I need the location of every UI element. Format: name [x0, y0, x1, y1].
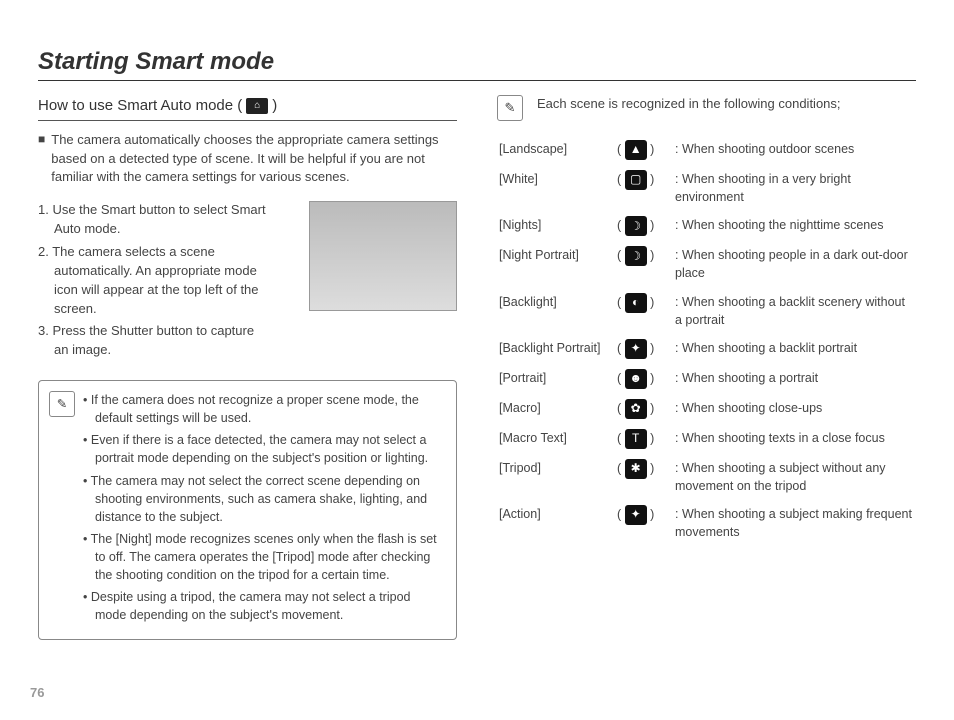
- scene-desc: : When shooting a backlit scenery withou…: [671, 288, 916, 334]
- scene-table: [Landscape] ( ▲ ) : When shooting outdoo…: [497, 135, 916, 546]
- pencil-icon: ✎: [505, 99, 516, 118]
- scene-label: [Portrait]: [497, 364, 615, 394]
- step-item: 1. Use the Smart button to select Smart …: [38, 201, 268, 239]
- backlight-portrait-icon: ✦: [625, 339, 647, 359]
- scene-row: [Portrait] ( ☻ ) : When shooting a portr…: [497, 364, 916, 394]
- page-number: 76: [30, 685, 44, 700]
- scene-row: [Night Portrait] ( ☽ ) : When shooting p…: [497, 241, 916, 287]
- night-icon: ☽: [625, 216, 647, 236]
- scene-icon-cell: ( ✦ ): [615, 500, 671, 546]
- step-item: 2. The camera selects a scene automatica…: [38, 243, 268, 318]
- scene-desc: : When shooting close-ups: [671, 394, 916, 424]
- scene-label: [Backlight Portrait]: [497, 334, 615, 364]
- section-heading-prefix: How to use Smart Auto mode (: [38, 95, 242, 117]
- white-icon: ▢: [625, 170, 647, 190]
- section-heading-suffix: ): [272, 95, 277, 117]
- portrait-icon: ☻: [625, 369, 647, 389]
- scene-row: [White] ( ▢ ) : When shooting in a very …: [497, 165, 916, 211]
- pencil-icon: ✎: [57, 395, 67, 413]
- scene-icon-cell: ( ☽ ): [615, 241, 671, 287]
- scene-icon-cell: ( ☻ ): [615, 364, 671, 394]
- scene-table-body: [Landscape] ( ▲ ) : When shooting outdoo…: [497, 135, 916, 546]
- scene-label: [White]: [497, 165, 615, 211]
- left-column: How to use Smart Auto mode ( ⌂ ) ■ The c…: [38, 95, 457, 640]
- scene-desc: : When shooting outdoor scenes: [671, 135, 916, 165]
- scene-row: [Macro] ( ✿ ) : When shooting close-ups: [497, 394, 916, 424]
- camera-preview-image: [309, 201, 457, 311]
- scene-desc: : When shooting people in a dark out-doo…: [671, 241, 916, 287]
- scene-desc: : When shooting a subject making frequen…: [671, 500, 916, 546]
- page-title: Starting Smart mode: [38, 48, 916, 81]
- scene-desc: : When shooting a backlit portrait: [671, 334, 916, 364]
- scene-label: [Macro Text]: [497, 424, 615, 454]
- scene-desc: : When shooting a portrait: [671, 364, 916, 394]
- scene-label: [Night Portrait]: [497, 241, 615, 287]
- scene-label: [Macro]: [497, 394, 615, 424]
- steps-list: 1. Use the Smart button to select Smart …: [38, 201, 268, 360]
- scene-row: [Tripod] ( ✱ ) : When shooting a subject…: [497, 454, 916, 500]
- right-intro-row: ✎ Each scene is recognized in the follow…: [497, 95, 916, 121]
- night-portrait-icon: ☽: [625, 246, 647, 266]
- scene-desc: : When shooting in a very bright environ…: [671, 165, 916, 211]
- scene-row: [Landscape] ( ▲ ) : When shooting outdoo…: [497, 135, 916, 165]
- scene-icon-cell: ( ✿ ): [615, 394, 671, 424]
- step-item: 3. Press the Shutter button to capture a…: [38, 322, 268, 360]
- scene-desc: : When shooting texts in a close focus: [671, 424, 916, 454]
- right-column: ✎ Each scene is recognized in the follow…: [497, 95, 916, 640]
- landscape-icon: ▲: [625, 140, 647, 160]
- scene-label: [Tripod]: [497, 454, 615, 500]
- scene-desc: : When shooting a subject without any mo…: [671, 454, 916, 500]
- note-icon: ✎: [49, 391, 75, 417]
- note-item: If the camera does not recognize a prope…: [83, 391, 444, 427]
- intro-block: ■ The camera automatically chooses the a…: [38, 131, 457, 188]
- steps-block: 1. Use the Smart button to select Smart …: [38, 201, 457, 360]
- scene-icon-cell: ( ▢ ): [615, 165, 671, 211]
- scene-label: [Backlight]: [497, 288, 615, 334]
- note-item: Even if there is a face detected, the ca…: [83, 431, 444, 467]
- macro-text-icon: T: [625, 429, 647, 449]
- tripod-icon: ✱: [625, 459, 647, 479]
- action-icon: ✦: [625, 505, 647, 525]
- scene-icon-cell: ( ☽ ): [615, 211, 671, 241]
- note-item: The [Night] mode recognizes scenes only …: [83, 530, 444, 584]
- scene-label: [Nights]: [497, 211, 615, 241]
- smart-auto-icon: ⌂: [246, 98, 268, 114]
- intro-text: The camera automatically chooses the app…: [51, 131, 457, 188]
- scene-label: [Landscape]: [497, 135, 615, 165]
- scene-icon-cell: ( ✦ ): [615, 334, 671, 364]
- backlight-icon: ◐: [625, 293, 647, 313]
- scene-icon-cell: ( ✱ ): [615, 454, 671, 500]
- scene-row: [Nights] ( ☽ ) : When shooting the night…: [497, 211, 916, 241]
- scene-desc: : When shooting the nighttime scenes: [671, 211, 916, 241]
- note-box: ✎ If the camera does not recognize a pro…: [38, 380, 457, 640]
- scene-icon-cell: ( ▲ ): [615, 135, 671, 165]
- note-item: Despite using a tripod, the camera may n…: [83, 588, 444, 624]
- scene-icon-cell: ( ◐ ): [615, 288, 671, 334]
- scene-row: [Macro Text] ( T ) : When shooting texts…: [497, 424, 916, 454]
- scene-row: [Backlight] ( ◐ ) : When shooting a back…: [497, 288, 916, 334]
- section-heading: How to use Smart Auto mode ( ⌂ ): [38, 95, 457, 121]
- note-list: If the camera does not recognize a prope…: [83, 391, 444, 629]
- two-column-layout: How to use Smart Auto mode ( ⌂ ) ■ The c…: [38, 95, 916, 640]
- bullet-square-icon: ■: [38, 131, 45, 188]
- scene-row: [Action] ( ✦ ) : When shooting a subject…: [497, 500, 916, 546]
- scene-row: [Backlight Portrait] ( ✦ ) : When shooti…: [497, 334, 916, 364]
- note-item: The camera may not select the correct sc…: [83, 472, 444, 526]
- right-intro-text: Each scene is recognized in the followin…: [537, 95, 841, 114]
- scene-label: [Action]: [497, 500, 615, 546]
- note-icon: ✎: [497, 95, 523, 121]
- macro-icon: ✿: [625, 399, 647, 419]
- scene-icon-cell: ( T ): [615, 424, 671, 454]
